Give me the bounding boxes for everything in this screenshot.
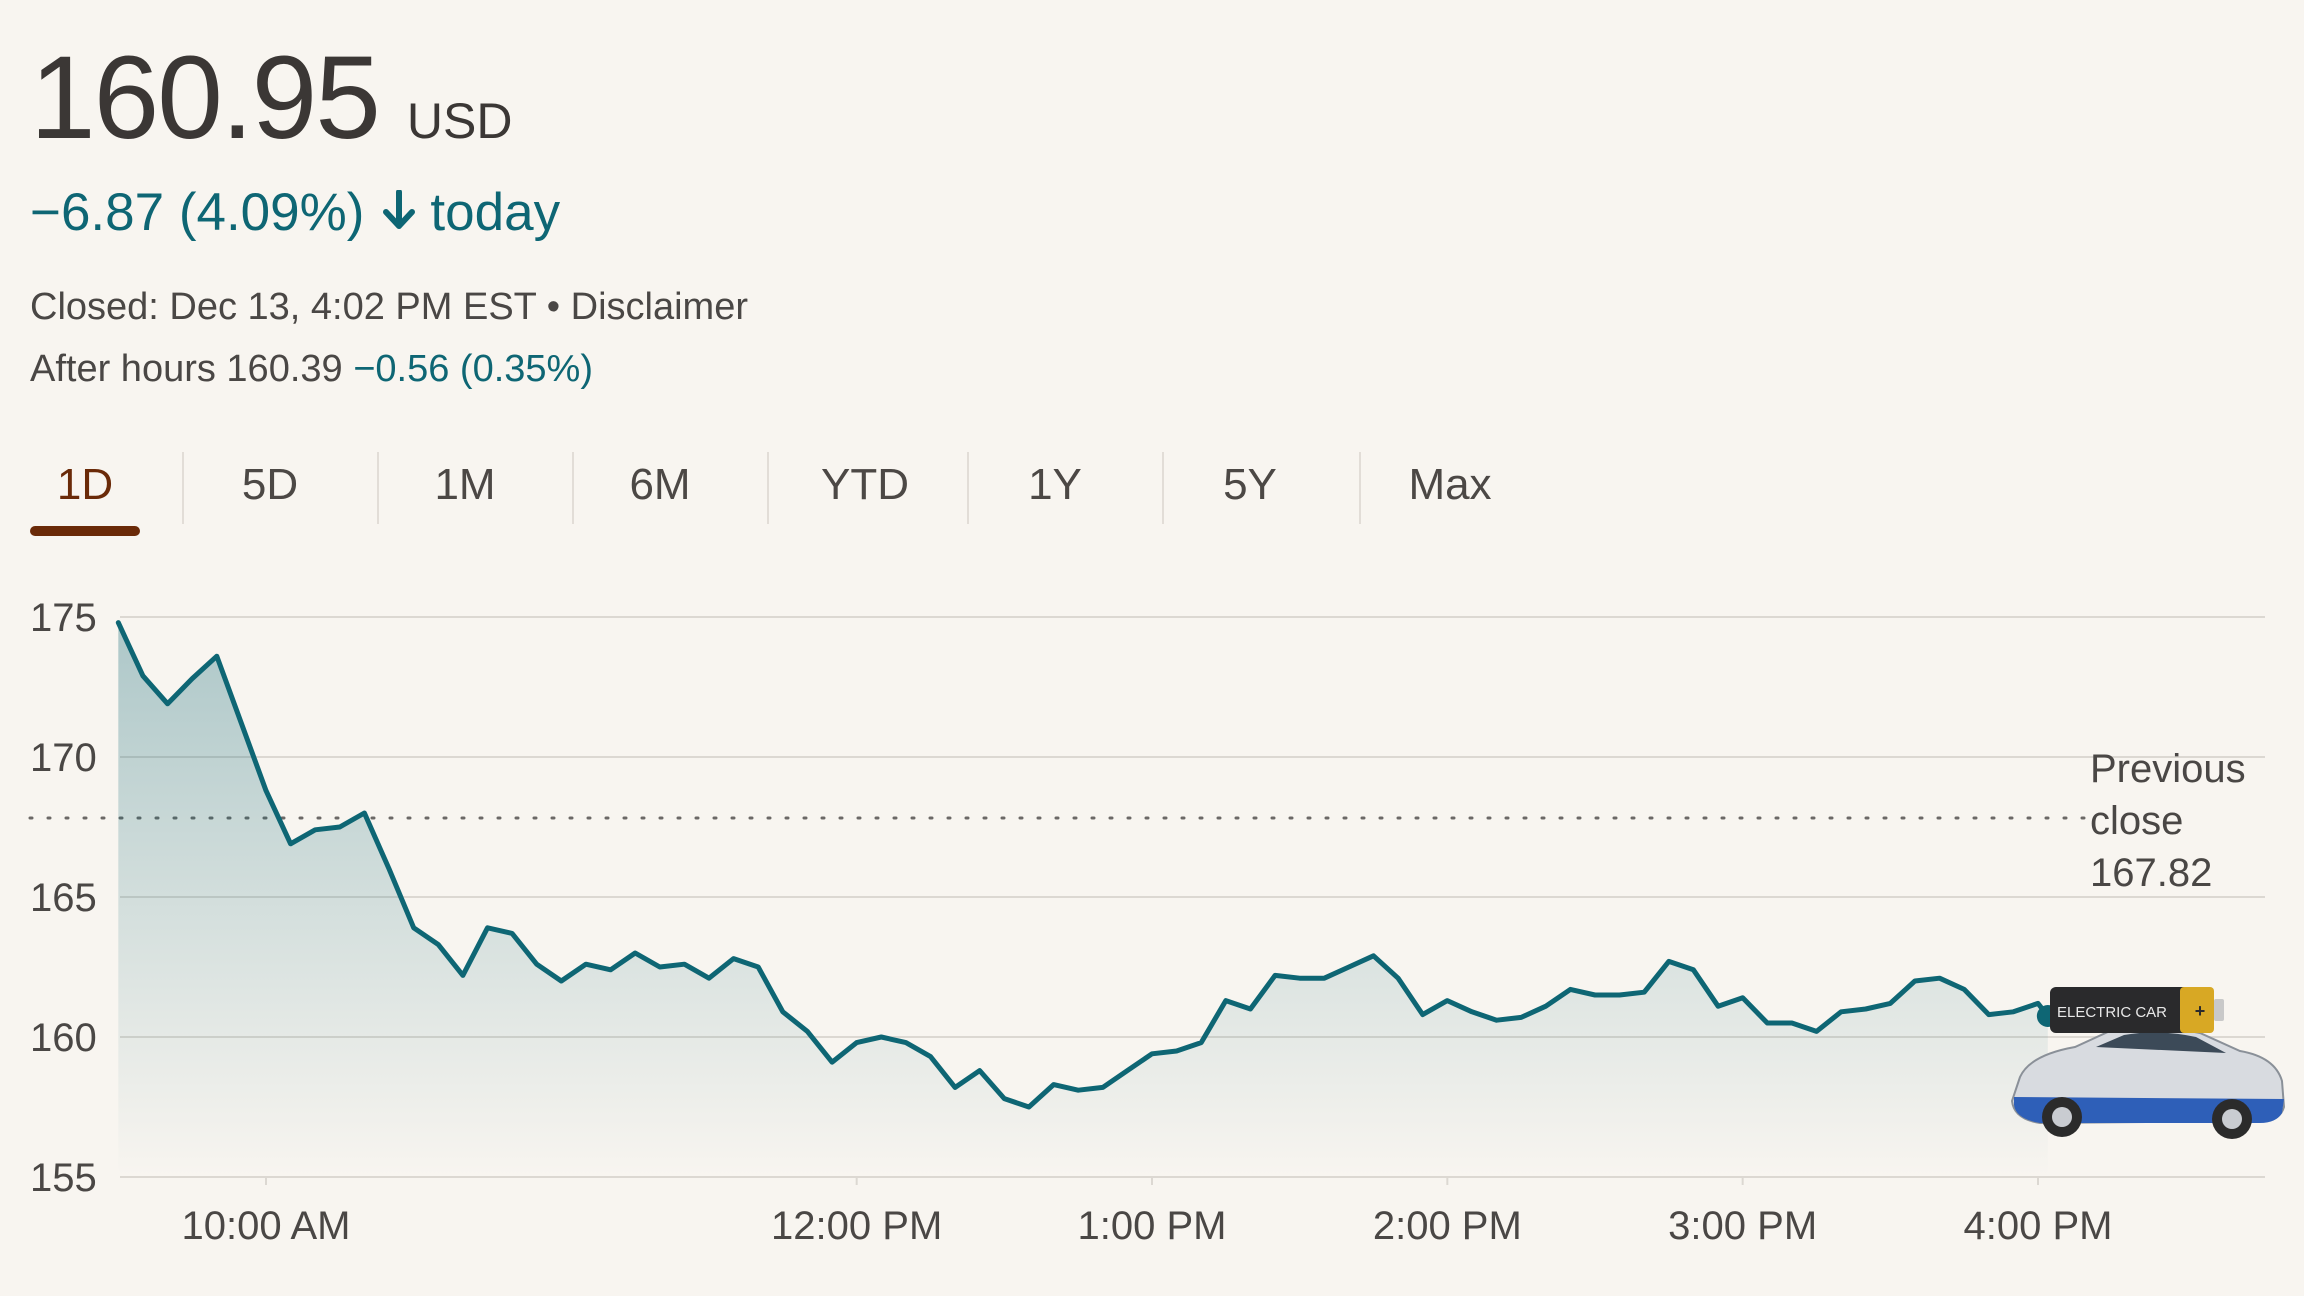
tab-ytd[interactable]: YTD bbox=[821, 460, 909, 509]
previous-close-label: close bbox=[2090, 799, 2183, 843]
arrow-down-icon bbox=[382, 182, 416, 243]
price-chart-svg: 175 170 165 160 155 Previous close 167.82 10:00 … bbox=[28, 596, 2265, 1248]
x-tick-label: 3:00 PM bbox=[1668, 1204, 1817, 1248]
after-hours-label: After hours 160.39 bbox=[30, 348, 343, 390]
y-tick-label: 170 bbox=[30, 736, 97, 780]
daily-change: −6.87 (4.09%) today bbox=[30, 182, 560, 243]
closed-text: Closed: Dec 13, 4:02 PM EST bbox=[30, 286, 537, 328]
battery-label: ELECTRIC CAR bbox=[2057, 1004, 2167, 1021]
car-icon bbox=[2010, 1026, 2286, 1139]
disclaimer-link[interactable]: Disclaimer bbox=[570, 286, 749, 328]
x-tick-label: 12:00 PM bbox=[771, 1204, 942, 1248]
y-tick-label: 155 bbox=[30, 1156, 97, 1200]
previous-close-label: Previous bbox=[2090, 747, 2246, 791]
tab-1m[interactable]: 1M bbox=[434, 460, 496, 509]
x-tick-label: 10:00 AM bbox=[181, 1204, 350, 1248]
tab-5y[interactable]: 5Y bbox=[1223, 460, 1277, 509]
change-period: today bbox=[430, 183, 561, 242]
range-tabs: 1D 5D 1M 6M YTD 1Y 5Y Max bbox=[30, 440, 1530, 540]
x-tick-label: 4:00 PM bbox=[1964, 1204, 2113, 1248]
active-tab-indicator bbox=[30, 526, 140, 536]
series-line bbox=[115, 620, 2051, 1110]
electric-car-illustration: + ELECTRIC CAR bbox=[2000, 985, 2290, 1155]
tab-1y[interactable]: 1Y bbox=[1028, 460, 1082, 509]
price-row: 160.95 USD bbox=[30, 30, 513, 166]
tab-divider bbox=[967, 452, 969, 524]
y-tick-label: 160 bbox=[30, 1016, 97, 1060]
tab-divider bbox=[1162, 452, 1164, 524]
svg-text:+: + bbox=[2195, 1001, 2206, 1021]
y-tick-label: 165 bbox=[30, 876, 97, 920]
series-area-fill bbox=[118, 622, 2048, 1177]
tab-divider bbox=[1359, 452, 1361, 524]
after-hours-change: −0.56 (0.35%) bbox=[353, 348, 593, 390]
separator-dot: • bbox=[546, 286, 561, 328]
market-status: Closed: Dec 13, 4:02 PM EST • Disclaimer bbox=[30, 286, 748, 329]
tab-divider bbox=[182, 452, 184, 524]
y-tick-label: 175 bbox=[30, 596, 97, 640]
previous-close-label: 167.82 bbox=[2090, 851, 2212, 895]
tab-divider bbox=[767, 452, 769, 524]
tab-max[interactable]: Max bbox=[1408, 460, 1492, 509]
price-chart[interactable]: 175 170 165 160 155 Previous close 167.82 10:00 … bbox=[0, 560, 2304, 1296]
change-value: −6.87 (4.09%) bbox=[30, 183, 365, 242]
x-tick-label: 2:00 PM bbox=[1373, 1204, 1522, 1248]
tab-6m[interactable]: 6M bbox=[629, 460, 691, 509]
tab-5d[interactable]: 5D bbox=[241, 460, 299, 509]
tab-1d[interactable]: 1D bbox=[56, 460, 114, 509]
current-price: 160.95 bbox=[30, 32, 381, 164]
tab-divider bbox=[572, 452, 574, 524]
after-hours: After hours 160.39 −0.56 (0.35%) bbox=[30, 348, 593, 391]
tab-divider bbox=[377, 452, 379, 524]
x-tick-label: 1:00 PM bbox=[1078, 1204, 1227, 1248]
battery-icon: + bbox=[2050, 987, 2224, 1033]
currency-label: USD bbox=[406, 93, 513, 149]
